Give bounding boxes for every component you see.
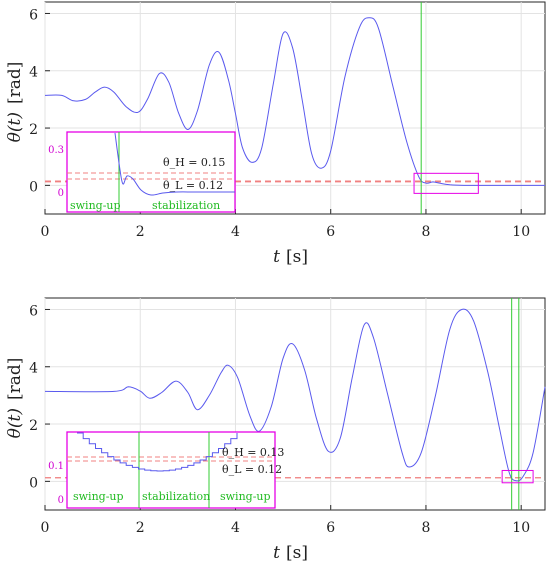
bottom-xtick-label: 10: [512, 520, 530, 536]
bottom-ylabel-unit: [rad]: [5, 358, 25, 400]
inset-trajectory-line: [77, 432, 238, 472]
bottom-inset-ytick-label: 0: [58, 495, 64, 506]
top-ylabel-unit: [rad]: [5, 62, 25, 104]
bottom-xtick-label: 4: [231, 520, 240, 536]
bottom-ytick-label: 4: [29, 361, 38, 377]
top-xtick-label: 8: [422, 224, 431, 240]
top-xlabel-unit: [s]: [286, 247, 308, 267]
bottom-ytick-label: 2: [29, 418, 38, 434]
bottom-xlabel-unit: [s]: [286, 543, 308, 563]
top-xtick-label: 4: [231, 224, 240, 240]
bottom-xtick-label: 2: [136, 520, 145, 536]
bottom-inset-marks: [67, 432, 275, 508]
top-inset-theta-h: θ_H = 0.15: [163, 156, 225, 169]
zoom-region-box: [501, 469, 534, 484]
top-ytick-label: 4: [29, 65, 38, 81]
top-inset-zone-swingup: swing-up: [70, 199, 121, 212]
top-ytick-label: 6: [29, 7, 38, 23]
top-panel: 0 2 4 6 8 10 0 2 4 6 t [s] θ(t) [rad] 0.…: [5, 1, 546, 267]
bottom-inset-zone-swingup-1: swing-up: [73, 490, 124, 503]
top-ytick-label: 2: [29, 122, 38, 138]
bottom-panel: 0 2 4 6 8 10 0 2 4 6 t [s] θ(t) [rad] 0.…: [5, 297, 546, 563]
bottom-ytick-label: 0: [29, 475, 38, 491]
top-xlabel-symbol: t: [273, 247, 280, 267]
top-ylabel-symbol: θ(t): [5, 112, 25, 142]
top-inset: 0.3 0 θ_H = 0.15 θ_L = 0.12 swing-up sta…: [48, 131, 236, 213]
top-xtick-label: 6: [326, 224, 335, 240]
zoom-region-box: [413, 172, 479, 194]
top-xtick-label: 10: [512, 224, 530, 240]
bottom-xlabel-symbol: t: [273, 543, 280, 563]
top-inset-marks: [67, 132, 235, 212]
bottom-xtick-label: 6: [326, 520, 335, 536]
top-inset-ytick-label: 0.3: [48, 145, 64, 156]
bottom-ytick-label: 6: [29, 303, 38, 319]
bottom-inset-zone-swingup-2: swing-up: [220, 490, 271, 503]
top-xtick-label: 2: [136, 224, 145, 240]
bottom-xtick-label: 0: [41, 520, 50, 536]
top-ytick-label: 0: [29, 179, 38, 195]
theta-trajectory-line: [44, 17, 545, 186]
bottom-inset-zone-stabilization: stabilization: [142, 490, 210, 503]
bottom-xtick-label: 8: [422, 520, 431, 536]
inset-trajectory-line: [114, 132, 235, 196]
top-xtick-label: 0: [41, 224, 50, 240]
top-inset-zone-stabilization: stabilization: [152, 199, 220, 212]
bottom-inset-theta-h: θ_H = 0.13: [222, 446, 284, 459]
top-inset-ytick-label: 0: [58, 188, 64, 199]
top-inset-frame: [66, 131, 236, 213]
bottom-inset-theta-l: θ_L = 0.12: [222, 463, 282, 476]
top-inset-theta-l: θ_L = 0.12: [163, 179, 223, 192]
theta-trajectory-line: [44, 308, 546, 482]
bottom-inset: 0.1 0 θ_H = 0.13 θ_L = 0.12 swing-up sta…: [48, 431, 284, 509]
bottom-ylabel-symbol: θ(t): [5, 408, 25, 438]
bottom-inset-ytick-label: 0.1: [48, 461, 64, 472]
